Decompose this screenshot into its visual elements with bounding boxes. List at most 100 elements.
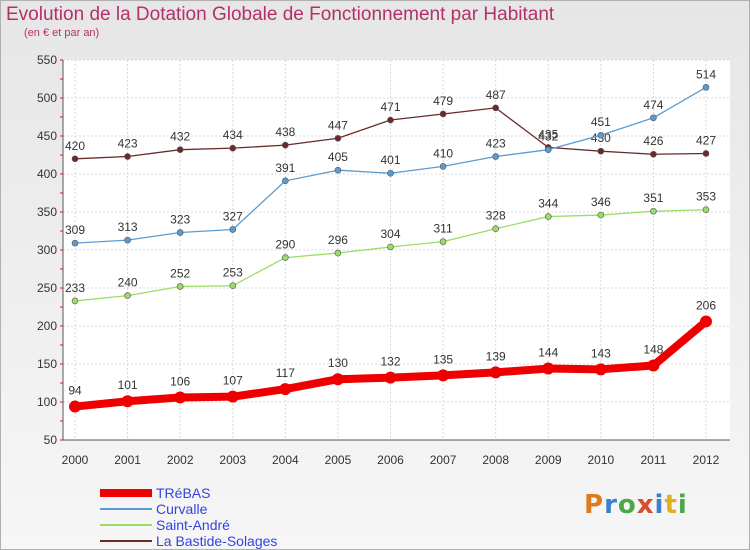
logo-letter: t [664,490,678,520]
data-point [176,229,184,236]
data-label: 139 [486,349,506,363]
data-label: 296 [328,233,348,247]
data-point [334,249,342,257]
data-label: 101 [118,378,138,392]
data-point [492,225,499,233]
data-label: 240 [118,276,138,290]
data-point [334,134,342,142]
legend-swatch [100,508,152,510]
data-point [437,369,450,382]
y-tick-label: 500 [37,91,57,105]
x-tick-label: 2010 [587,453,614,467]
data-point [71,155,79,163]
data-label: 391 [275,161,295,175]
data-label: 117 [276,366,295,380]
legend-swatch [100,489,152,497]
data-point [544,146,552,153]
logo-letter: r [604,490,618,520]
data-label: 447 [328,118,348,132]
x-tick-label: 2003 [219,453,246,467]
data-point [439,110,447,118]
logo-letter: i [654,490,665,520]
x-tick-label: 2005 [325,453,352,467]
logo-letter: i [677,490,688,520]
data-point [71,297,79,305]
data-label: 434 [223,128,243,142]
legend-item: TRéBAS [100,485,210,501]
data-point [597,147,605,155]
y-tick-label: 250 [37,281,57,295]
x-tick-label: 2004 [272,453,299,467]
data-label: 471 [380,100,400,114]
data-point [489,366,502,379]
legend-swatch [100,540,152,542]
data-point [176,146,184,153]
data-label: 309 [65,223,85,237]
data-point [702,150,710,157]
data-label: 252 [170,266,190,280]
data-point [229,282,237,290]
legend-label: TRéBAS [156,485,211,501]
data-label: 426 [643,134,663,148]
data-label: 130 [328,356,348,370]
data-point [492,153,499,160]
x-tick-label: 2001 [114,453,141,467]
data-label: 432 [538,130,558,144]
y-tick-label: 300 [37,243,57,257]
data-point [542,362,555,375]
data-point [279,383,292,396]
data-label: 479 [433,94,453,108]
legend-label: Curvalle [156,501,208,517]
data-label: 135 [433,352,453,366]
y-tick-label: 400 [37,167,57,181]
x-tick-label: 2012 [693,453,720,467]
data-label: 313 [118,220,138,234]
data-label: 253 [223,266,243,280]
data-point [282,141,289,149]
data-label: 144 [538,346,558,360]
data-label: 423 [118,137,138,151]
data-label: 438 [275,125,295,139]
data-label: 233 [65,281,85,295]
data-point [387,169,394,177]
x-tick-label: 2008 [482,453,509,467]
data-label: 132 [380,355,400,369]
data-point [174,391,187,404]
data-label: 346 [591,195,611,209]
data-point [702,84,710,91]
data-point [334,166,342,174]
proxiti-logo: Proxiti [584,490,688,520]
y-tick-label: 100 [37,395,57,409]
x-tick-label: 2011 [641,453,667,467]
data-label: 290 [275,238,295,252]
data-label: 474 [643,98,663,112]
data-label: 328 [486,209,506,223]
data-label: 451 [591,115,611,129]
chart-subtitle: (en € et par an) [24,27,100,39]
chart-title: Evolution de la Dotation Globale de Fonc… [6,4,555,25]
data-point [597,211,605,219]
data-label: 423 [486,137,506,151]
data-label: 304 [380,227,400,241]
legend-item: La Bastide-Solages [100,533,277,549]
y-tick-label: 200 [37,319,57,333]
data-label: 427 [696,133,716,147]
data-point [597,131,605,139]
data-point [229,226,237,233]
data-point [650,207,657,215]
y-tick-label: 350 [37,205,57,219]
data-point [124,236,131,244]
data-point [387,243,394,251]
y-tick-label: 150 [37,357,57,371]
data-point [69,400,81,413]
data-point [124,292,131,299]
data-label: 311 [434,222,453,236]
data-label: 514 [696,67,716,81]
data-point [384,371,397,384]
data-point [439,163,447,170]
data-point [647,359,660,372]
y-tick-label: 550 [37,53,57,67]
legend-swatch [100,524,152,526]
x-tick-label: 2007 [430,453,457,467]
logo-letter: P [584,490,605,520]
